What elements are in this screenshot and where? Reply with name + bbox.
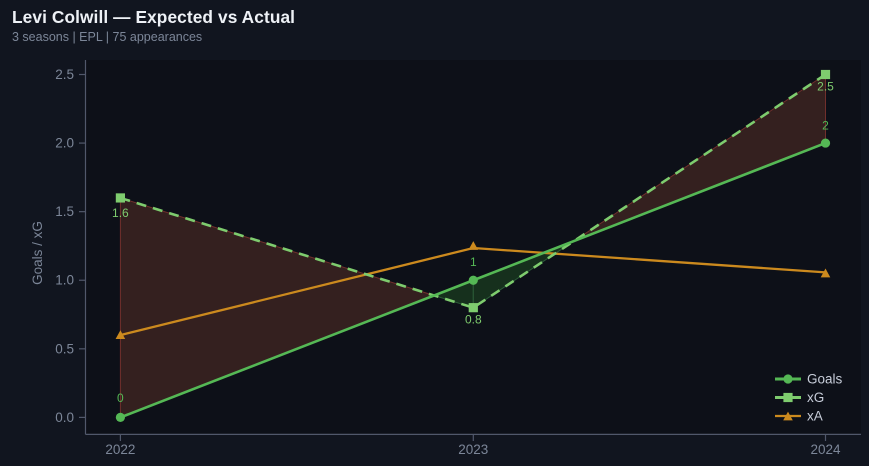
svg-text:2022: 2022 (105, 442, 135, 457)
svg-text:Goals: Goals (807, 372, 843, 387)
svg-text:0.8: 0.8 (465, 313, 482, 327)
svg-text:Goals / xG: Goals / xG (30, 221, 45, 285)
svg-text:2.5: 2.5 (817, 80, 834, 94)
svg-text:1.0: 1.0 (55, 273, 74, 288)
svg-text:0.5: 0.5 (55, 341, 74, 356)
svg-text:xA: xA (807, 409, 823, 424)
svg-text:1: 1 (470, 255, 477, 269)
svg-text:xG: xG (807, 390, 824, 405)
svg-text:0: 0 (117, 391, 124, 405)
svg-text:2: 2 (822, 119, 829, 133)
svg-text:1.5: 1.5 (55, 204, 74, 219)
svg-text:1.6: 1.6 (112, 206, 129, 220)
svg-text:2024: 2024 (810, 442, 841, 457)
svg-text:0.0: 0.0 (55, 410, 74, 425)
svg-text:2.5: 2.5 (55, 67, 74, 82)
svg-text:2.0: 2.0 (55, 136, 74, 151)
svg-text:2023: 2023 (458, 442, 488, 457)
